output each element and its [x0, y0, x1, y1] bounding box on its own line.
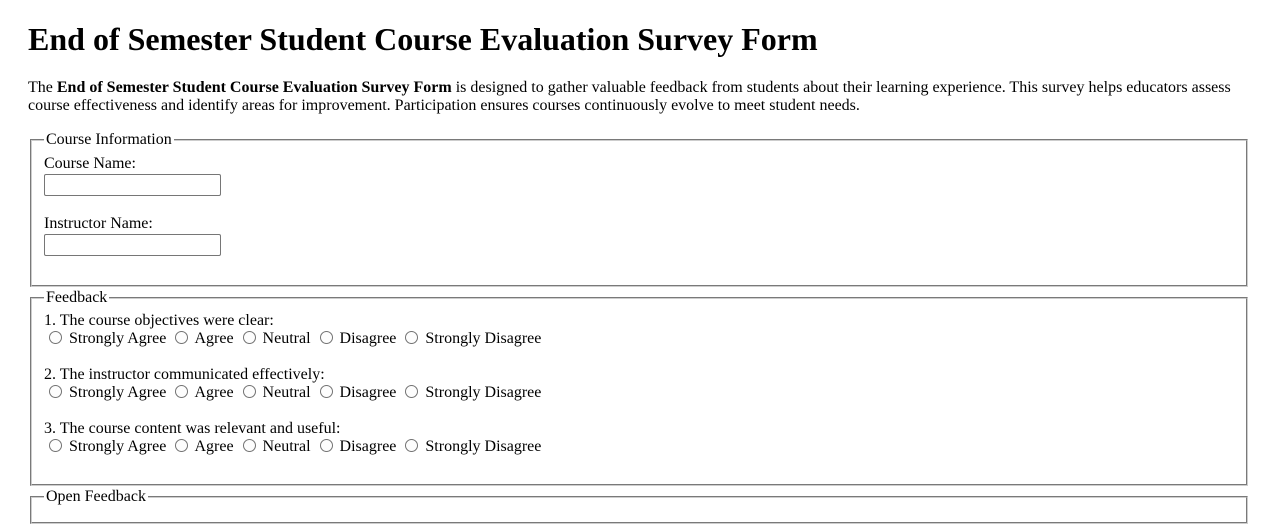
- instructor-name-label: Instructor Name:: [44, 214, 153, 232]
- radio-option-label: Disagree: [339, 384, 397, 402]
- radio-q2-strongly-agree[interactable]: [49, 385, 62, 399]
- radio-q2-neutral[interactable]: [242, 385, 256, 399]
- question-1-label: 1. The course objectives were clear:: [44, 312, 274, 330]
- radio-option-label: Strongly Disagree: [425, 384, 542, 402]
- radio-option-label: Strongly Agree: [69, 330, 167, 348]
- course-name-label: Course Name:: [44, 154, 136, 172]
- radio-q2-strongly-disagree[interactable]: [405, 385, 419, 399]
- radio-option-label: Strongly Agree: [69, 438, 167, 456]
- question-2-label: 2. The instructor communicated effective…: [44, 366, 325, 384]
- course-information-legend: Course Information: [46, 131, 172, 148]
- page-title: End of Semester Student Course Evaluatio…: [28, 21, 818, 57]
- open-feedback-legend: Open Feedback: [46, 488, 146, 506]
- radio-option-label: Disagree: [339, 330, 397, 348]
- likert-options-q3: Strongly Agree Agree Neutral Disagree St…: [44, 438, 541, 455]
- radio-option-label: Disagree: [339, 438, 397, 456]
- intro-paragraph: The End of Semester Student Course Evalu…: [28, 79, 1250, 115]
- radio-q1-strongly-agree[interactable]: [49, 331, 62, 345]
- radio-q3-strongly-agree[interactable]: [49, 439, 62, 453]
- radio-q1-agree[interactable]: [175, 331, 189, 345]
- radio-q3-neutral[interactable]: [242, 439, 256, 453]
- radio-q3-agree[interactable]: [175, 439, 189, 453]
- radio-q1-disagree[interactable]: [319, 331, 333, 345]
- radio-option-label: Agree: [194, 438, 234, 456]
- radio-option-label: Strongly Disagree: [425, 438, 542, 456]
- radio-q3-strongly-disagree[interactable]: [405, 439, 419, 453]
- radio-option-label: Neutral: [262, 330, 311, 348]
- radio-q2-disagree[interactable]: [319, 385, 333, 399]
- open-feedback-section: Open Feedback: [30, 488, 1248, 524]
- intro-bold-form-name: End of Semester Student Course Evaluatio…: [56, 79, 452, 96]
- radio-option-label: Neutral: [262, 384, 311, 402]
- radio-option-label: Agree: [194, 384, 234, 402]
- radio-q2-agree[interactable]: [175, 385, 189, 399]
- likert-options-q2: Strongly Agree Agree Neutral Disagree St…: [44, 384, 541, 401]
- radio-q1-neutral[interactable]: [242, 331, 256, 345]
- radio-option-label: Strongly Disagree: [425, 330, 542, 348]
- radio-option-label: Neutral: [262, 438, 311, 456]
- radio-option-label: Agree: [194, 330, 234, 348]
- feedback-legend: Feedback: [46, 288, 108, 306]
- radio-q3-disagree[interactable]: [319, 439, 333, 453]
- course-information-section: Course Information Course Name: Instruct…: [30, 131, 1248, 287]
- radio-q1-strongly-disagree[interactable]: [405, 331, 419, 345]
- feedback-section: Feedback 1. The course objectives were c…: [30, 288, 1248, 487]
- intro-prefix: The: [28, 79, 57, 96]
- likert-options-q1: Strongly Agree Agree Neutral Disagree St…: [44, 330, 541, 347]
- question-3-label: 3. The course content was relevant and u…: [44, 420, 341, 438]
- instructor-name-input[interactable]: [44, 233, 221, 256]
- radio-option-label: Strongly Agree: [69, 384, 167, 402]
- course-name-input[interactable]: [44, 173, 221, 196]
- intro-suffix: is designed to gather valuable feedback …: [28, 79, 1231, 114]
